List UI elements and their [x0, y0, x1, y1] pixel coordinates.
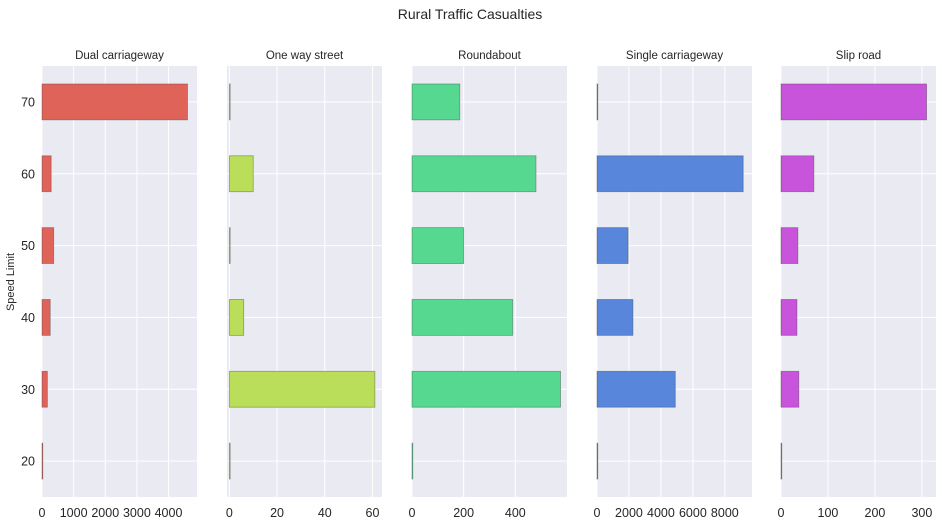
x-tick-label: 200 — [453, 506, 474, 520]
bar-slip-road-30 — [780, 370, 800, 408]
bar-slip-road-20 — [780, 442, 783, 480]
panel-background — [781, 66, 936, 497]
bar-slip-road-50 — [780, 227, 799, 264]
panel-background — [42, 66, 197, 497]
panel-slip-road: 0 100 200 300 Slip road — [778, 50, 936, 520]
panel-title-one-way-street: One way street — [266, 50, 344, 62]
x-tick-label: 6000 — [679, 506, 707, 520]
x-tick-label: 60 — [366, 506, 380, 520]
x-tick-label: 200 — [865, 506, 886, 520]
x-tick-label: 0 — [778, 506, 785, 520]
bar-roundabout-50 — [411, 227, 465, 264]
bar-slip-road-60 — [780, 155, 815, 193]
bar-dual-carriageway-50 — [41, 227, 55, 264]
bar-single-carriageway-70 — [596, 83, 599, 121]
panel-title-slip-road: Slip road — [836, 50, 881, 62]
y-tick-labels: 20 30 40 50 60 70 — [21, 95, 35, 468]
bar-single-carriageway-50 — [596, 227, 629, 264]
bar-dual-carriageway-30 — [41, 370, 48, 408]
bar-dual-carriageway-60 — [41, 155, 52, 193]
x-tick-label: 4000 — [155, 506, 183, 520]
bar-dual-carriageway-40 — [41, 299, 51, 336]
bar-slip-road-40 — [780, 299, 798, 336]
bar-one-way-street-60 — [228, 155, 254, 193]
bar-roundabout-40 — [411, 299, 514, 336]
x-tick-label: 20 — [270, 506, 284, 520]
x-tick-label: 100 — [818, 506, 839, 520]
x-tick-label: 0 — [226, 506, 233, 520]
bar-single-carriageway-30 — [596, 370, 676, 408]
bar-dual-carriageway-20 — [41, 442, 44, 480]
x-tick-label: 400 — [505, 506, 526, 520]
panel-one-way-street: 0 20 40 60 One way street — [226, 50, 382, 520]
x-tick-label: 0 — [409, 506, 416, 520]
panel-title-dual-carriageway: Dual carriageway — [75, 50, 164, 62]
x-tick-label: 0 — [39, 506, 46, 520]
bar-one-way-street-40 — [228, 299, 245, 336]
x-tick-label: 4000 — [647, 506, 675, 520]
chart-title: Rural Traffic Casualties — [398, 6, 542, 22]
y-tick-label-60: 60 — [21, 167, 35, 181]
panel-roundabout: 0 200 400 Roundabout — [409, 50, 567, 520]
x-tick-label: 1000 — [60, 506, 88, 520]
y-tick-label-50: 50 — [21, 239, 35, 253]
y-tick-label-70: 70 — [21, 95, 35, 109]
bar-roundabout-20 — [411, 442, 414, 480]
bar-single-carriageway-20 — [596, 442, 599, 480]
panel-dual-carriageway: 0 1000 2000 3000 4000 Dual carriageway — [39, 50, 197, 520]
bar-one-way-street-50 — [228, 227, 231, 264]
x-tick-label: 0 — [594, 506, 601, 520]
bar-roundabout-70 — [411, 83, 461, 121]
panel-title-roundabout: Roundabout — [458, 50, 521, 62]
bar-dual-carriageway-70 — [41, 83, 188, 121]
bar-roundabout-30 — [411, 370, 561, 408]
bar-one-way-street-20 — [228, 442, 231, 480]
panel-title-single-carriageway: Single carriageway — [626, 50, 723, 62]
bar-single-carriageway-40 — [596, 299, 634, 336]
bar-slip-road-70 — [780, 83, 928, 121]
panel-single-carriageway: 0 2000 4000 6000 8000 Single carriageway — [594, 50, 752, 520]
y-axis-label: Speed Limit — [5, 253, 17, 311]
y-tick-label-20: 20 — [21, 455, 35, 469]
panel-background — [227, 66, 382, 497]
x-tick-label: 2000 — [91, 506, 119, 520]
x-tick-label: 3000 — [123, 506, 151, 520]
x-tick-label: 300 — [911, 506, 932, 520]
bar-roundabout-60 — [411, 155, 537, 193]
bar-one-way-street-30 — [228, 370, 376, 408]
panel-background — [412, 66, 567, 497]
y-tick-label-40: 40 — [21, 311, 35, 325]
x-tick-label: 8000 — [711, 506, 739, 520]
y-tick-label-30: 30 — [21, 383, 35, 397]
panel-background — [597, 66, 752, 497]
bar-one-way-street-70 — [228, 83, 231, 121]
bar-single-carriageway-60 — [596, 155, 744, 193]
x-tick-label: 2000 — [615, 506, 643, 520]
x-tick-label: 40 — [318, 506, 332, 520]
